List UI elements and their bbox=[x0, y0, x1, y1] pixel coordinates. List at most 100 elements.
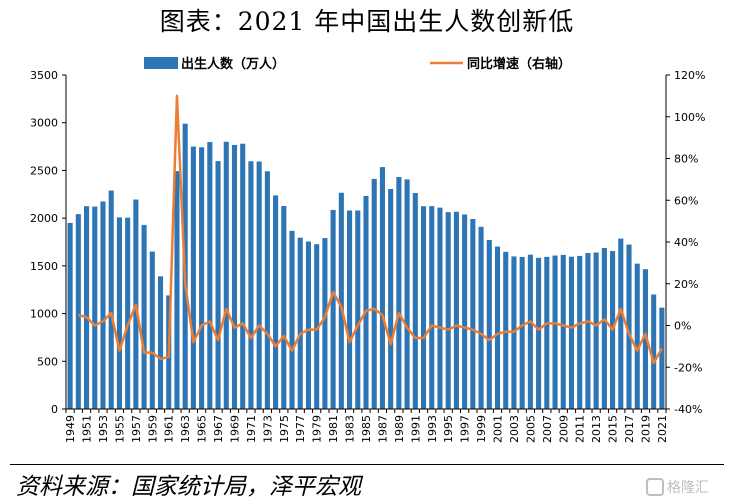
watermark-text: 格隆汇 bbox=[667, 480, 709, 496]
bar-1960 bbox=[157, 276, 164, 409]
bar-1994 bbox=[437, 207, 443, 409]
x-tick-label: 2003 bbox=[508, 415, 521, 443]
bar-1979 bbox=[314, 244, 320, 409]
bar-2012 bbox=[585, 252, 591, 409]
bar-1982 bbox=[338, 192, 344, 409]
bar-2014 bbox=[601, 248, 607, 409]
x-tick-label: 1983 bbox=[344, 415, 357, 443]
x-tick-label: 1975 bbox=[278, 415, 291, 443]
bar-1978 bbox=[305, 241, 312, 409]
bar-1971 bbox=[248, 161, 254, 409]
x-tick-label: 1977 bbox=[294, 415, 307, 443]
x-tick-label: 1959 bbox=[146, 415, 159, 443]
x-tick-label: 1961 bbox=[163, 415, 176, 443]
chart-title: 图表：2021 年中国出生人数创新低 bbox=[159, 7, 575, 36]
bar-1995 bbox=[445, 212, 451, 409]
chart-canvas: 0 500 1000 1500 2000 2500 3000 3500 -40% -20% 0% 20… bbox=[30, 56, 705, 443]
bar-1968 bbox=[223, 141, 229, 410]
bar-1987 bbox=[379, 167, 385, 409]
chart-legend: 出生人数（万人） 同比增速（右轴） bbox=[144, 56, 571, 72]
bar-2010 bbox=[568, 256, 575, 409]
bar-2016 bbox=[618, 238, 624, 409]
bar-1951 bbox=[84, 206, 90, 409]
growth-line bbox=[78, 94, 663, 365]
bar-1986 bbox=[371, 178, 377, 409]
x-tick-label: 1969 bbox=[228, 415, 241, 443]
bar-2020 bbox=[651, 294, 657, 409]
x-tick-label: 2015 bbox=[607, 415, 620, 443]
bar-2008 bbox=[552, 255, 558, 409]
bar-1988 bbox=[388, 189, 394, 409]
left-tick-label: 1000 bbox=[30, 308, 58, 321]
bar-2009 bbox=[560, 254, 566, 409]
line-series-growth bbox=[78, 94, 663, 365]
x-tick-label: 1973 bbox=[261, 415, 274, 443]
x-tick-label: 1953 bbox=[97, 415, 110, 443]
bar-1983 bbox=[347, 210, 353, 409]
bar-1973 bbox=[264, 171, 270, 409]
bar-1954 bbox=[108, 190, 114, 409]
x-tick-label: 1995 bbox=[442, 415, 455, 443]
bar-1992 bbox=[420, 206, 427, 409]
x-tick-label: 1993 bbox=[426, 415, 439, 443]
right-tick-label: 120% bbox=[674, 69, 705, 82]
x-tick-label: 1963 bbox=[179, 415, 192, 443]
bar-2006 bbox=[536, 257, 542, 409]
right-tick-label: 60% bbox=[674, 194, 698, 207]
bar-1989 bbox=[396, 177, 402, 409]
left-tick-label: 500 bbox=[37, 355, 58, 368]
bar-1966 bbox=[207, 142, 213, 409]
left-tick-label: 2500 bbox=[30, 164, 58, 177]
bar-1998 bbox=[470, 219, 476, 409]
bar-1976 bbox=[289, 230, 295, 409]
bar-1980 bbox=[322, 238, 328, 409]
bar-1972 bbox=[256, 161, 262, 409]
x-tick-label: 2013 bbox=[590, 415, 603, 443]
watermark-icon bbox=[646, 478, 664, 496]
right-tick-label: 80% bbox=[674, 153, 698, 166]
x-tick-label: 1985 bbox=[360, 415, 373, 443]
bar-1964 bbox=[190, 146, 196, 410]
source-divider bbox=[10, 464, 724, 465]
left-tick-label: 3000 bbox=[30, 117, 58, 130]
bar-1991 bbox=[412, 193, 418, 409]
x-tick-label: 2011 bbox=[574, 415, 587, 443]
bar-2007 bbox=[544, 256, 550, 409]
bar-2019 bbox=[642, 269, 648, 409]
left-tick-label: 1500 bbox=[30, 260, 58, 273]
bar-1999 bbox=[478, 226, 484, 409]
right-tick-label: 0% bbox=[674, 320, 691, 333]
bar-1950 bbox=[75, 214, 81, 409]
bar-2018 bbox=[634, 263, 640, 409]
x-tick-label: 1951 bbox=[81, 415, 94, 443]
x-tick-label: 1949 bbox=[64, 415, 77, 443]
bar-2005 bbox=[527, 254, 533, 409]
x-tick-label: 1981 bbox=[327, 415, 340, 443]
bar-1985 bbox=[363, 196, 369, 409]
bar-1984 bbox=[355, 210, 361, 409]
bar-2002 bbox=[503, 251, 509, 409]
x-tick-label: 1989 bbox=[393, 415, 406, 443]
bar-1952 bbox=[92, 206, 98, 409]
bar-2000 bbox=[486, 239, 492, 409]
source-note: 资料来源：国家统计局，泽平宏观 bbox=[16, 474, 361, 500]
x-tick-label: 1999 bbox=[475, 415, 488, 443]
right-tick-label: -20% bbox=[674, 361, 702, 374]
x-tick-label: 2009 bbox=[557, 415, 570, 443]
bar-1975 bbox=[281, 206, 287, 409]
bar-1981 bbox=[330, 209, 336, 409]
bar-1955 bbox=[116, 217, 122, 409]
bar-1962 bbox=[174, 171, 180, 409]
x-tick-label: 1971 bbox=[245, 415, 258, 443]
x-tick-label: 1967 bbox=[212, 415, 225, 443]
x-tick-label: 2019 bbox=[639, 415, 652, 443]
bar-1997 bbox=[462, 214, 468, 409]
x-tick-label: 2005 bbox=[524, 415, 537, 443]
x-tick-label: 2007 bbox=[541, 415, 554, 443]
bar-2021 bbox=[659, 307, 665, 409]
x-tick-label: 1991 bbox=[409, 415, 422, 443]
bar-1969 bbox=[231, 144, 238, 409]
x-tick-label: 2021 bbox=[656, 415, 669, 443]
bar-1959 bbox=[149, 251, 155, 409]
bar-1949 bbox=[67, 222, 73, 409]
